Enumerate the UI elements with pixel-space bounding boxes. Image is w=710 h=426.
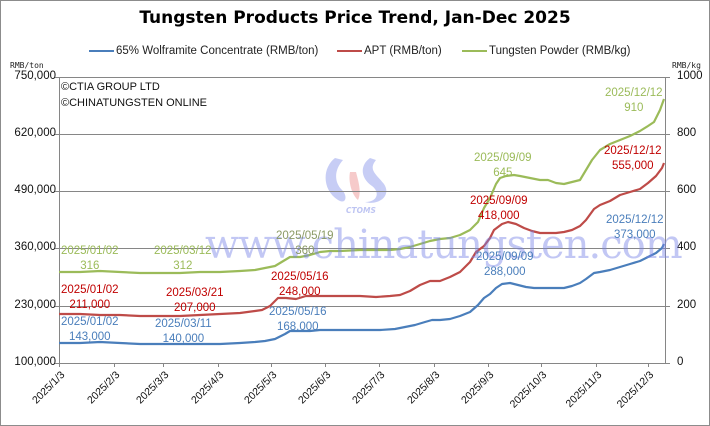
annotation-date: 2025/01/02 xyxy=(61,284,119,296)
legend-swatch-apt xyxy=(337,50,362,52)
annotation-date: 2025/12/12 xyxy=(604,145,662,157)
right-tick: 1000 xyxy=(677,70,703,82)
annotation-date: 2025/01/02 xyxy=(61,316,119,328)
annotation-apt-3: 2025/09/09 418,000 xyxy=(470,194,528,224)
annotation-date: 2025/09/09 xyxy=(474,152,532,164)
right-tick: 800 xyxy=(677,127,697,139)
annotation-date: 2025/12/12 xyxy=(605,87,663,99)
legend-label-concentrate: 65% Wolframite Concentrate (RMB/ton) xyxy=(116,45,319,57)
annotation-concentrate-0: 2025/01/02 143,000 xyxy=(61,315,119,345)
annotation-value: 360 xyxy=(295,245,315,257)
legend-label-apt: APT (RMB/ton) xyxy=(364,45,442,57)
left-tick: 750,000 xyxy=(14,70,56,82)
ctoms-logo-icon: CTOMS xyxy=(325,158,387,215)
annotation-date: 2025/05/16 xyxy=(271,271,329,283)
series-line-powder xyxy=(59,98,666,275)
annotation-value: 288,000 xyxy=(483,266,526,278)
annotation-date: 2025/05/19 xyxy=(276,230,334,242)
annotation-date: 2025/03/12 xyxy=(154,245,212,257)
right-tick: 400 xyxy=(677,241,697,253)
annotation-date: 2025/09/09 xyxy=(476,251,534,263)
annotation-value: 312 xyxy=(173,260,193,272)
annotation-date: 2025/12/12 xyxy=(606,214,664,226)
annotation-powder-4: 2025/12/12 910 xyxy=(605,86,663,116)
left-tick: 360,000 xyxy=(14,241,56,253)
annotation-date: 2025/03/11 xyxy=(155,318,212,330)
annotation-value: 140,000 xyxy=(162,333,205,345)
annotation-value: 373,000 xyxy=(613,229,656,241)
annotation-value: 211,000 xyxy=(69,299,111,311)
annotation-powder-3: 2025/09/09 645 xyxy=(474,151,532,181)
left-tick: 490,000 xyxy=(14,184,56,196)
annotation-value: 143,000 xyxy=(68,331,111,343)
chart-title: Tungsten Products Price Trend, Jan-Dec 2… xyxy=(139,8,571,28)
annotation-apt-0: 2025/01/02 211,000 xyxy=(61,283,119,313)
annotation-value: 418,000 xyxy=(477,210,520,222)
annotation-powder-2: 2025/05/19 360 xyxy=(276,229,334,259)
annotation-apt-4: 2025/12/12 555,000 xyxy=(604,144,662,174)
legend-swatch-powder xyxy=(462,50,487,52)
legend-item-powder: Tungsten Powder (RMB/kg) xyxy=(462,45,630,57)
annotation-value: 168,000 xyxy=(276,321,319,333)
svg-text:CTOMS: CTOMS xyxy=(346,206,376,215)
series-line-apt xyxy=(59,162,666,318)
annotation-powder-0: 2025/01/02 316 xyxy=(61,244,119,274)
legend-item-apt: APT (RMB/ton) xyxy=(337,45,442,57)
annotation-concentrate-2: 2025/05/16 168,000 xyxy=(269,305,327,335)
annotation-apt-2: 2025/05/16 248,000 xyxy=(271,270,329,300)
series-line-concentrate xyxy=(59,243,665,346)
left-tick: 100,000 xyxy=(14,356,56,368)
annotation-concentrate-3: 2025/09/09 288,000 xyxy=(476,250,534,280)
annotation-value: 645 xyxy=(493,167,513,179)
left-axis-unit: RMB/ton xyxy=(10,61,44,70)
annotation-value: 248,000 xyxy=(278,286,321,298)
annotation-date: 2025/05/16 xyxy=(269,306,327,318)
copyright-line-1: ©CTIA GROUP LTD xyxy=(61,81,160,93)
left-tick: 230,000 xyxy=(14,299,56,311)
annotation-concentrate-4: 2025/12/12 373,000 xyxy=(606,213,664,243)
right-tick: 0 xyxy=(677,356,684,368)
annotation-powder-1: 2025/03/12 312 xyxy=(154,244,212,274)
right-tick: 200 xyxy=(677,299,697,311)
copyright-line-2: ©CHINATUNGSTEN ONLINE xyxy=(61,97,208,109)
annotation-value: 207,000 xyxy=(173,302,216,314)
legend-label-powder: Tungsten Powder (RMB/kg) xyxy=(489,45,631,57)
left-tick: 620,000 xyxy=(14,127,56,139)
annotation-date: 2025/09/09 xyxy=(470,195,528,207)
annotation-value: 555,000 xyxy=(611,160,654,172)
annotation-concentrate-1: 2025/03/11 140,000 xyxy=(155,317,212,347)
watermark-url: www.chinatungsten.com xyxy=(205,222,683,268)
annotation-apt-1: 2025/03/21 207,000 xyxy=(166,286,224,316)
annotation-date: 2025/03/21 xyxy=(166,287,224,299)
annotation-value: 316 xyxy=(80,260,100,272)
annotation-value: 910 xyxy=(624,102,644,114)
right-axis-unit: RMB/kg xyxy=(672,61,701,70)
legend-swatch-concentrate xyxy=(89,50,114,52)
right-tick: 600 xyxy=(677,184,697,196)
legend-item-concentrate: 65% Wolframite Concentrate (RMB/ton) xyxy=(89,45,318,57)
annotation-date: 2025/01/02 xyxy=(61,245,119,257)
